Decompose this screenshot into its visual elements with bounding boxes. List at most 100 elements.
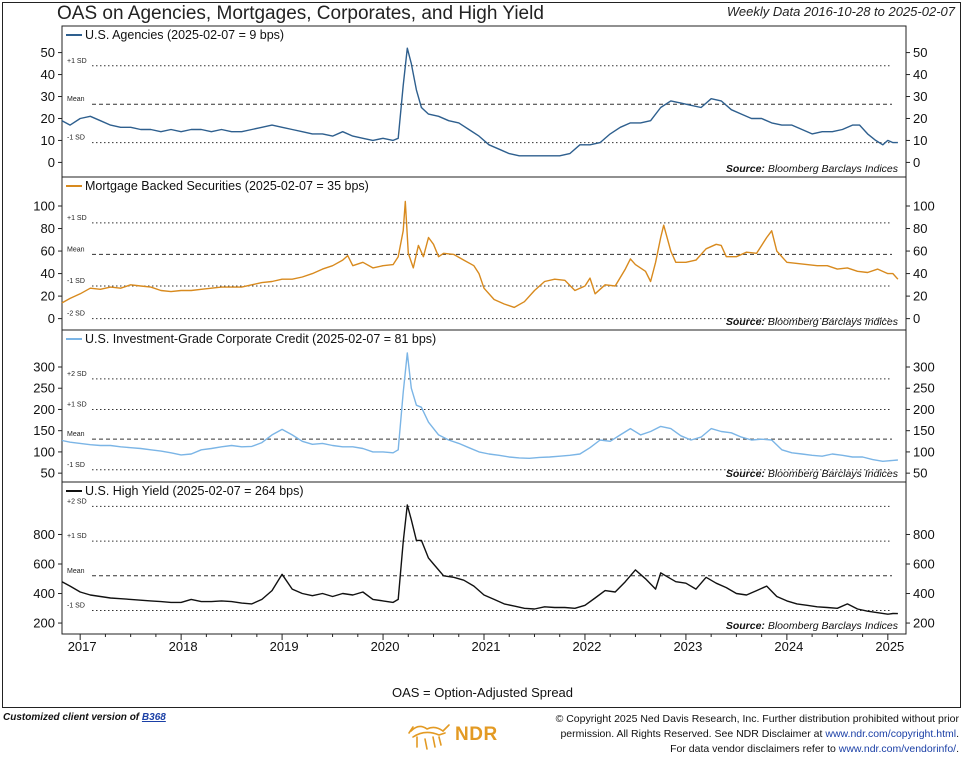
y-tick-label-left: 200 bbox=[33, 402, 55, 417]
ref-line-label: Mean bbox=[67, 96, 85, 103]
ndr-bull-logo-icon bbox=[408, 724, 450, 750]
ndr-logo-text: NDR bbox=[455, 724, 498, 745]
y-tick-label-right: 0 bbox=[913, 311, 920, 326]
y-tick-label-right: 30 bbox=[913, 89, 927, 104]
y-tick-label-left: 0 bbox=[48, 311, 55, 326]
panel-mortgages: +1 SD Mean -1 SD -2 SD 0 0 20 20 40 40 60 60 80 80 100… bbox=[33, 176, 935, 331]
legend-label-high-yield: U.S. High Yield (2025-02-07 = 264 bps) bbox=[85, 484, 304, 498]
y-tick-label-right: 100 bbox=[913, 199, 935, 214]
ref-line-label: -1 SD bbox=[67, 278, 85, 285]
x-axis: 2017 2018 2019 2020 2021 2022 2023 2024 2025 bbox=[68, 634, 904, 654]
footnote: OAS = Option-Adjusted Spread bbox=[391, 685, 574, 700]
chart-title: OAS on Agencies, Mortgages, Corporates, … bbox=[57, 3, 544, 24]
y-tick-label-left: 20 bbox=[41, 289, 55, 304]
source-note: Source: Bloomberg Barclays Indices bbox=[726, 316, 899, 328]
copyright-notice: © Copyright 2025 Ned Davis Research, Inc… bbox=[519, 712, 959, 757]
y-tick-label-right: 400 bbox=[913, 586, 935, 601]
chart-frame bbox=[2, 2, 961, 708]
y-tick-label-right: 10 bbox=[913, 133, 927, 148]
y-tick-label-right: 800 bbox=[913, 527, 935, 542]
ref-line-label: +1 SD bbox=[67, 401, 87, 408]
x-tick-label: 2018 bbox=[169, 639, 198, 654]
ref-line-label: -2 SD bbox=[67, 311, 85, 318]
y-tick-label-right: 50 bbox=[913, 466, 927, 481]
client-note-prefix: Customized client version of bbox=[3, 712, 142, 723]
y-tick-label-left: 100 bbox=[33, 199, 55, 214]
source-label: Source: bbox=[726, 468, 768, 480]
y-tick-label-right: 40 bbox=[913, 67, 927, 82]
source-text: Bloomberg Barclays Indices bbox=[768, 316, 899, 328]
source-note: Source: Bloomberg Barclays Indices bbox=[726, 163, 899, 175]
y-tick-label-right: 20 bbox=[913, 289, 927, 304]
y-tick-label-right: 200 bbox=[913, 402, 935, 417]
copyright-line-3: For data vendor disclaimers refer to www… bbox=[670, 743, 959, 755]
panel-agencies: +1 SD Mean -1 SD 0 0 10 10 20 20 30 30 40 40 50 50 U.S.… bbox=[41, 25, 927, 178]
series-line-investment-grade bbox=[61, 352, 898, 462]
y-tick-label-left: 200 bbox=[33, 616, 55, 631]
y-tick-label-left: 60 bbox=[41, 244, 55, 259]
ref-line-label: Mean bbox=[67, 246, 85, 253]
copyright-line-2: permission. All Rights Reserved. See NDR… bbox=[560, 728, 959, 740]
series-line-agencies bbox=[61, 47, 898, 157]
ref-line-label: Mean bbox=[67, 568, 85, 575]
ref-line-label: +1 SD bbox=[67, 58, 87, 65]
y-tick-label-right: 80 bbox=[913, 221, 927, 236]
x-tick-label: 2024 bbox=[774, 639, 803, 654]
y-tick-label-right: 60 bbox=[913, 244, 927, 259]
ref-line-label: Mean bbox=[67, 431, 85, 438]
ref-line-label: +2 SD bbox=[67, 498, 87, 505]
y-tick-label-right: 40 bbox=[913, 266, 927, 281]
source-text: Bloomberg Barclays Indices bbox=[768, 468, 899, 480]
x-tick-label: 2022 bbox=[572, 639, 601, 654]
source-text: Bloomberg Barclays Indices bbox=[768, 620, 899, 632]
client-note: Customized client version of B368 bbox=[3, 712, 166, 723]
y-tick-label-left: 80 bbox=[41, 221, 55, 236]
copyright-line-1: © Copyright 2025 Ned Davis Research, Inc… bbox=[555, 713, 959, 725]
client-link[interactable]: B368 bbox=[141, 712, 166, 723]
y-tick-label-left: 150 bbox=[33, 423, 55, 438]
legend-label-agencies: U.S. Agencies (2025-02-07 = 9 bps) bbox=[85, 28, 284, 42]
legend-label-investment-grade: U.S. Investment-Grade Corporate Credit (… bbox=[85, 332, 436, 346]
y-tick-label-left: 250 bbox=[33, 381, 55, 396]
source-text: Bloomberg Barclays Indices bbox=[768, 163, 899, 175]
y-tick-label-right: 250 bbox=[913, 381, 935, 396]
source-note: Source: Bloomberg Barclays Indices bbox=[726, 620, 899, 632]
x-tick-label: 2020 bbox=[371, 639, 400, 654]
chart-subtitle: Weekly Data 2016-10-28 to 2025-02-07 bbox=[726, 4, 955, 19]
legend-label-mortgages: Mortgage Backed Securities (2025-02-07 =… bbox=[85, 179, 369, 193]
y-tick-label-left: 300 bbox=[33, 359, 55, 374]
x-tick-label: 2021 bbox=[472, 639, 501, 654]
y-tick-label-left: 20 bbox=[41, 111, 55, 126]
source-label: Source: bbox=[726, 163, 768, 175]
ref-line-label: -1 SD bbox=[67, 462, 85, 469]
y-tick-label-left: 600 bbox=[33, 557, 55, 572]
y-tick-label-left: 0 bbox=[48, 155, 55, 170]
y-tick-label-left: 40 bbox=[41, 67, 55, 82]
y-tick-label-right: 100 bbox=[913, 444, 935, 459]
copyright-link[interactable]: www.ndr.com/copyright.html bbox=[825, 728, 957, 740]
y-tick-label-left: 800 bbox=[33, 527, 55, 542]
ref-line-label: +1 SD bbox=[67, 533, 87, 540]
ref-line-label: +1 SD bbox=[67, 215, 87, 222]
x-tick-label: 2023 bbox=[673, 639, 702, 654]
y-tick-label-right: 150 bbox=[913, 423, 935, 438]
panel-border bbox=[61, 25, 907, 178]
source-note: Source: Bloomberg Barclays Indices bbox=[726, 468, 899, 480]
vendorinfo-link[interactable]: www.ndr.com/vendorinfo/ bbox=[838, 743, 957, 755]
y-tick-label-right: 200 bbox=[913, 616, 935, 631]
y-tick-label-left: 50 bbox=[41, 466, 55, 481]
series-line-mortgages bbox=[61, 200, 899, 309]
ref-line-label: +2 SD bbox=[67, 371, 87, 378]
y-tick-label-left: 30 bbox=[41, 89, 55, 104]
panel-investment-grade: +2 SD +1 SD Mean -1 SD 50 50 100 100 150 150 200 20… bbox=[33, 329, 935, 483]
source-label: Source: bbox=[726, 316, 768, 328]
ref-line-label: -1 SD bbox=[67, 135, 85, 142]
source-label: Source: bbox=[726, 620, 768, 632]
y-tick-label-left: 10 bbox=[41, 133, 55, 148]
y-tick-label-left: 400 bbox=[33, 586, 55, 601]
ref-line-label: -1 SD bbox=[67, 603, 85, 610]
y-tick-label-left: 50 bbox=[41, 45, 55, 60]
y-tick-label-right: 50 bbox=[913, 45, 927, 60]
x-tick-label: 2017 bbox=[68, 639, 97, 654]
